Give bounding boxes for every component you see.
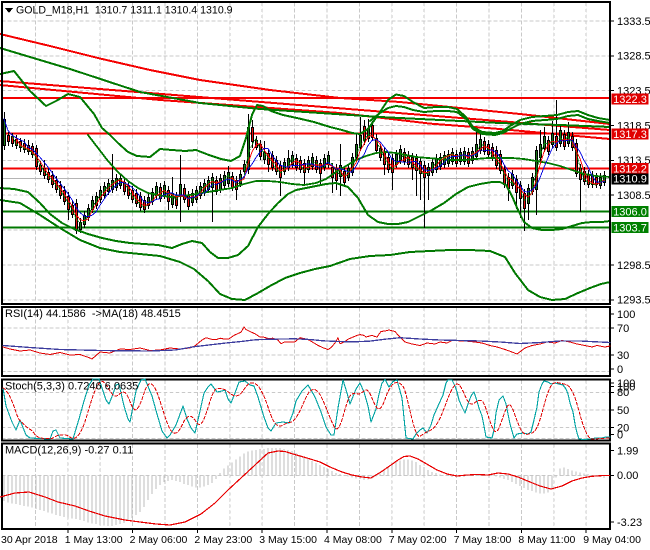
svg-text:3 May 15:00: 3 May 15:00 xyxy=(259,534,317,546)
svg-text:100: 100 xyxy=(617,381,635,393)
svg-text:1312.2: 1312.2 xyxy=(613,163,647,175)
svg-text:0: 0 xyxy=(617,429,623,441)
svg-text:1328.5: 1328.5 xyxy=(617,51,650,63)
svg-text:GOLD_M18,H1 1310.7 1311.1 131: GOLD_M18,H1 1310.7 1311.1 1310.4 1310.9 xyxy=(16,5,233,17)
svg-text:80: 80 xyxy=(617,387,629,399)
svg-text:1.99: 1.99 xyxy=(617,445,638,457)
svg-text:1 May 13:00: 1 May 13:00 xyxy=(65,534,123,546)
svg-text:9 May 04:00: 9 May 04:00 xyxy=(583,534,641,546)
svg-text:7 May 18:00: 7 May 18:00 xyxy=(454,534,512,546)
svg-text:2 May 06:00: 2 May 06:00 xyxy=(130,534,188,546)
svg-text:1333.5: 1333.5 xyxy=(617,16,650,28)
svg-text:50: 50 xyxy=(617,405,629,417)
svg-text:RSI(14) 44.1586 ->MA(18) 48.4: RSI(14) 44.1586 ->MA(18) 48.4515 xyxy=(5,308,181,320)
svg-text:30: 30 xyxy=(617,350,629,362)
svg-text:1306.0: 1306.0 xyxy=(613,206,647,218)
svg-text:2 May 23:00: 2 May 23:00 xyxy=(194,534,252,546)
svg-text:20: 20 xyxy=(617,423,629,435)
svg-text:70: 70 xyxy=(617,323,629,335)
svg-text:1303.7: 1303.7 xyxy=(613,222,647,234)
svg-text:1308.5: 1308.5 xyxy=(617,190,650,202)
svg-text:Stoch(5,3,3) 0.7246 6.0635: Stoch(5,3,3) 0.7246 6.0635 xyxy=(5,381,138,393)
svg-text:1310.9: 1310.9 xyxy=(613,174,647,186)
svg-text:8 May 11:00: 8 May 11:00 xyxy=(518,534,575,546)
svg-text:-3.23: -3.23 xyxy=(617,517,642,529)
svg-text:30 Apr 2018: 30 Apr 2018 xyxy=(1,534,58,546)
svg-text:0: 0 xyxy=(617,364,623,376)
svg-text:1317.3: 1317.3 xyxy=(613,129,647,141)
svg-text:0.00: 0.00 xyxy=(617,470,638,482)
svg-text:4 May 08:00: 4 May 08:00 xyxy=(324,534,382,546)
svg-text:1322.3: 1322.3 xyxy=(613,94,647,106)
svg-text:7 May 02:00: 7 May 02:00 xyxy=(389,534,447,546)
svg-text:100: 100 xyxy=(617,378,635,390)
svg-text:100: 100 xyxy=(617,309,635,321)
svg-text:MACD(12,26,9) -0.27 0.11: MACD(12,26,9) -0.27 0.11 xyxy=(5,445,133,457)
svg-text:1293.5: 1293.5 xyxy=(617,295,650,307)
svg-text:1298.5: 1298.5 xyxy=(617,260,650,272)
